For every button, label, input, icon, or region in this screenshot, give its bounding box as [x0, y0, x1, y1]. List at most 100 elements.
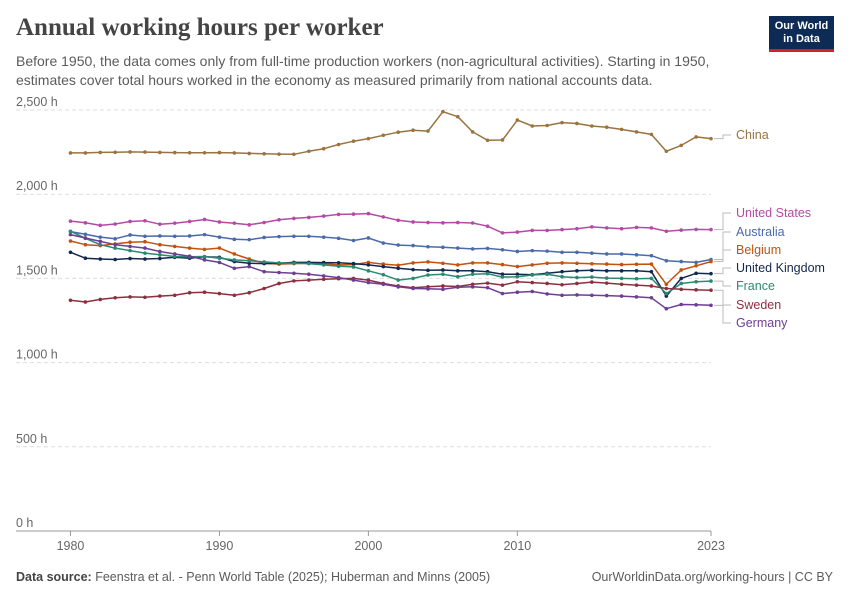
- point-australia: [426, 244, 430, 249]
- point-united-kingdom: [128, 256, 132, 261]
- point-united-states: [441, 221, 445, 225]
- point-belgium: [426, 260, 430, 264]
- point-germany: [172, 252, 177, 256]
- point-germany: [307, 272, 311, 276]
- point-china: [575, 121, 579, 126]
- point-sweden: [441, 284, 445, 288]
- point-australia: [694, 260, 698, 265]
- point-belgium: [485, 261, 490, 265]
- y-axis-ticks: 0 h 500 h 1,000 h 1,500 h 2,000 h 2,500 h: [16, 95, 58, 530]
- point-united-states: [709, 227, 713, 232]
- point-australia: [515, 249, 520, 254]
- point-sweden: [664, 286, 669, 291]
- point-australia: [664, 258, 669, 263]
- source-url-link[interactable]: OurWorldinData.org/working-hours | CC BY: [591, 570, 833, 584]
- point-united-kingdom: [470, 269, 475, 273]
- series-lines: [68, 109, 713, 311]
- point-united-states: [143, 219, 147, 223]
- point-united-kingdom: [709, 271, 713, 276]
- point-germany: [455, 285, 460, 289]
- point-france: [292, 261, 296, 266]
- point-germany: [232, 266, 237, 271]
- legend-connector-sweden: [714, 289, 731, 306]
- point-sweden: [560, 282, 564, 287]
- point-australia: [649, 253, 654, 258]
- owid-logo[interactable]: Our World in Data: [769, 16, 834, 52]
- point-china: [158, 150, 162, 155]
- point-germany: [426, 287, 430, 291]
- point-australia: [575, 250, 579, 255]
- point-germany: [515, 290, 520, 295]
- point-china: [366, 136, 371, 141]
- point-united-states: [604, 226, 609, 230]
- point-germany: [694, 303, 698, 307]
- point-china: [202, 150, 207, 155]
- point-sweden: [500, 283, 505, 287]
- chart-title: Annual working hours per worker: [16, 14, 384, 41]
- point-france: [98, 242, 103, 247]
- point-belgium: [441, 261, 445, 266]
- point-belgium: [649, 262, 654, 266]
- point-china: [336, 142, 341, 147]
- point-australia: [545, 249, 549, 253]
- point-germany: [679, 302, 684, 307]
- point-united-states: [396, 218, 400, 223]
- point-china: [530, 124, 535, 128]
- x-tick-label: 2000: [354, 539, 382, 553]
- point-australia: [83, 232, 88, 237]
- point-australia: [381, 241, 386, 245]
- point-belgium: [694, 263, 698, 268]
- point-germany: [590, 293, 594, 298]
- point-united-states: [590, 225, 594, 229]
- series-sweden: [68, 276, 713, 304]
- point-china: [247, 151, 252, 156]
- point-france: [694, 279, 698, 284]
- point-sweden: [172, 293, 177, 298]
- point-france: [485, 271, 490, 276]
- point-belgium: [366, 260, 371, 265]
- point-germany: [98, 239, 103, 244]
- point-germany: [545, 292, 549, 296]
- point-united-kingdom: [68, 250, 73, 255]
- point-australia: [679, 259, 684, 264]
- point-germany: [634, 295, 639, 299]
- point-australia: [321, 235, 326, 239]
- point-australia: [172, 234, 177, 239]
- point-united-states: [366, 211, 371, 216]
- point-germany: [396, 285, 400, 289]
- point-belgium: [560, 261, 564, 265]
- point-china: [113, 150, 117, 155]
- point-united-states: [500, 231, 505, 235]
- legend-connector-australia: [714, 231, 731, 261]
- y-tick-label: 2,000 h: [16, 179, 58, 193]
- point-france: [590, 275, 594, 279]
- point-france: [575, 275, 579, 280]
- point-germany: [530, 289, 535, 294]
- point-united-kingdom: [649, 269, 654, 274]
- point-united-kingdom: [515, 272, 520, 276]
- point-france: [426, 273, 430, 277]
- point-sweden: [83, 300, 88, 304]
- point-united-states: [307, 215, 311, 220]
- point-france: [455, 274, 460, 279]
- point-australia: [143, 234, 147, 239]
- point-australia: [262, 235, 266, 240]
- point-china: [470, 130, 475, 134]
- point-china: [277, 152, 281, 156]
- point-united-states: [470, 221, 475, 225]
- point-united-states: [664, 229, 669, 234]
- point-france: [232, 258, 237, 262]
- point-belgium: [664, 282, 669, 287]
- point-sweden: [277, 281, 281, 286]
- point-france: [381, 272, 386, 277]
- point-united-kingdom: [455, 269, 460, 273]
- point-germany: [709, 303, 713, 308]
- point-sweden: [217, 291, 222, 296]
- point-sweden: [262, 286, 266, 291]
- point-sweden: [515, 279, 520, 284]
- point-australia: [441, 245, 445, 250]
- legend-connector-france: [714, 280, 731, 287]
- point-china: [172, 150, 177, 155]
- point-australia: [217, 235, 222, 239]
- point-united-states: [247, 223, 252, 227]
